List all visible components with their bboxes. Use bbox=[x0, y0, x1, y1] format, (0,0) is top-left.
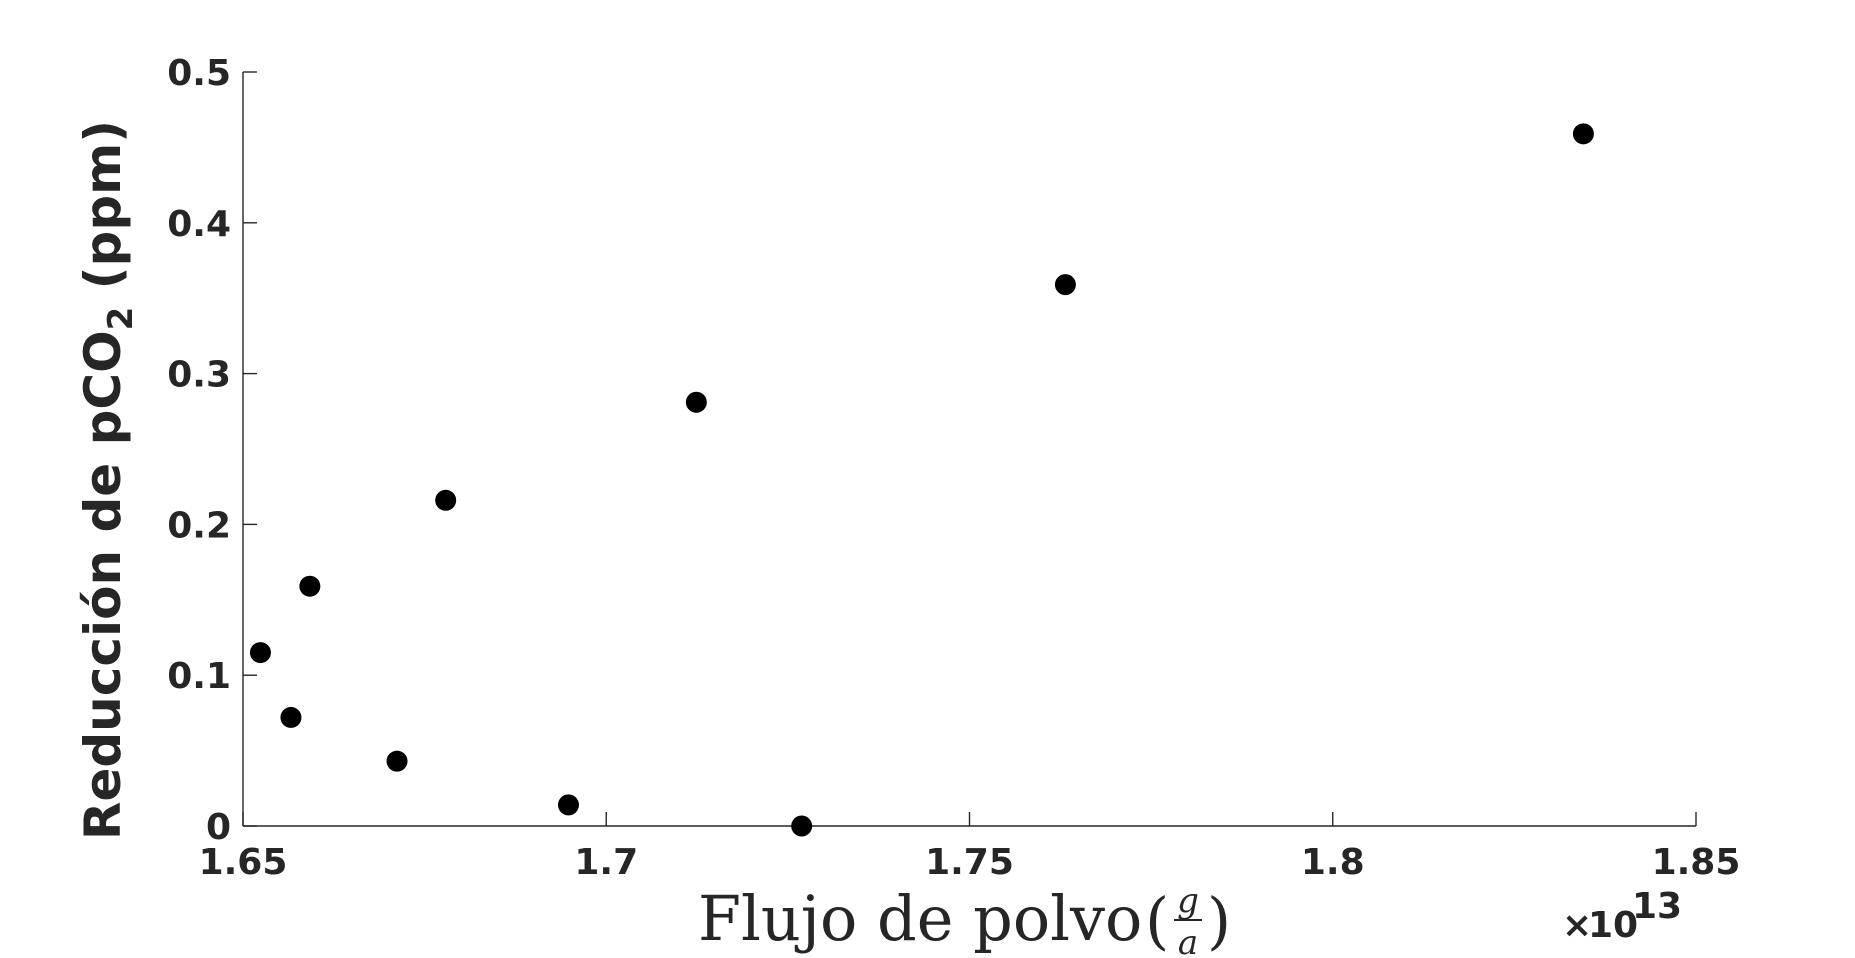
y-tick-label: 0.3 bbox=[167, 355, 231, 396]
x-ticks: 1.65 1.7 1.75 1.8 1.85 bbox=[199, 812, 1741, 883]
data-point bbox=[557, 794, 579, 816]
data-point bbox=[386, 750, 408, 772]
multiplier-times: × bbox=[1562, 905, 1592, 946]
x-axis-label-numerator: g bbox=[1177, 881, 1199, 921]
x-tick-label: 1.85 bbox=[1652, 842, 1741, 883]
y-axis-label-subscript: 2 bbox=[101, 307, 141, 331]
x-tick-label: 1.7 bbox=[574, 842, 638, 883]
x-axis-label-text: Flujo de polvo bbox=[698, 882, 1142, 955]
x-axis-multiplier: × 10 13 bbox=[1562, 886, 1682, 946]
x-tick-label: 1.8 bbox=[1301, 842, 1365, 883]
y-tick-label: 0.4 bbox=[167, 204, 231, 245]
x-tick-label: 1.75 bbox=[925, 842, 1014, 883]
y-axis-label: Reducción de pCO2 (ppm) bbox=[74, 120, 141, 840]
data-point bbox=[435, 489, 457, 511]
y-tick-label: 0.5 bbox=[167, 53, 231, 94]
data-point bbox=[791, 815, 813, 837]
data-point bbox=[1054, 274, 1076, 296]
multiplier-exponent: 13 bbox=[1632, 886, 1682, 927]
plot-axes bbox=[242, 72, 1696, 827]
y-tick-label: 0 bbox=[206, 807, 231, 848]
data-point bbox=[685, 391, 707, 413]
y-tick-label: 0.1 bbox=[167, 656, 231, 697]
data-point bbox=[299, 575, 321, 597]
data-points bbox=[249, 123, 1594, 837]
multiplier-base: 10 bbox=[1588, 905, 1638, 946]
x-axis-label-close-paren: ) bbox=[1207, 884, 1231, 957]
data-point bbox=[1572, 123, 1594, 145]
y-tick-label: 0.2 bbox=[167, 505, 231, 546]
data-point bbox=[249, 642, 271, 664]
x-axis-label-denominator: a bbox=[1178, 923, 1198, 958]
x-axis-label-open-paren: ( bbox=[1145, 884, 1169, 957]
x-axis-label: Flujo de polvo ( g a ) bbox=[698, 881, 1231, 958]
data-point bbox=[280, 706, 302, 728]
y-ticks: 0 0.1 0.2 0.3 0.4 0.5 bbox=[167, 53, 257, 848]
x-tick-label: 1.65 bbox=[199, 842, 288, 883]
y-axis-label-suffix: (ppm) bbox=[74, 120, 132, 307]
